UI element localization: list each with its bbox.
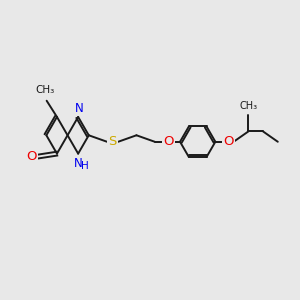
Text: H: H <box>81 161 88 171</box>
Text: CH₃: CH₃ <box>36 85 55 95</box>
Text: O: O <box>163 135 173 148</box>
Text: O: O <box>224 135 234 148</box>
Text: O: O <box>27 150 37 163</box>
Text: S: S <box>108 135 116 148</box>
Text: N: N <box>75 103 84 116</box>
Text: CH₃: CH₃ <box>239 101 257 111</box>
Text: N: N <box>74 157 82 169</box>
